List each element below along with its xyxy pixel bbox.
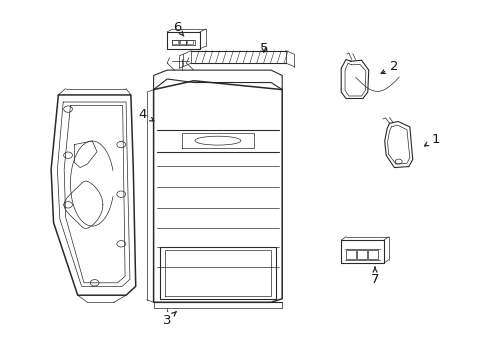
Text: 5: 5: [259, 42, 267, 55]
Text: 6: 6: [172, 21, 183, 36]
Text: 3: 3: [163, 312, 176, 327]
Text: 2: 2: [380, 60, 398, 73]
Bar: [172, 40, 178, 44]
Text: 7: 7: [370, 267, 379, 286]
Bar: [346, 250, 355, 259]
Bar: [367, 250, 377, 259]
Bar: [180, 40, 185, 44]
Bar: [186, 40, 192, 44]
Text: 1: 1: [424, 133, 439, 146]
Bar: [356, 250, 366, 259]
Text: 4: 4: [139, 108, 154, 121]
